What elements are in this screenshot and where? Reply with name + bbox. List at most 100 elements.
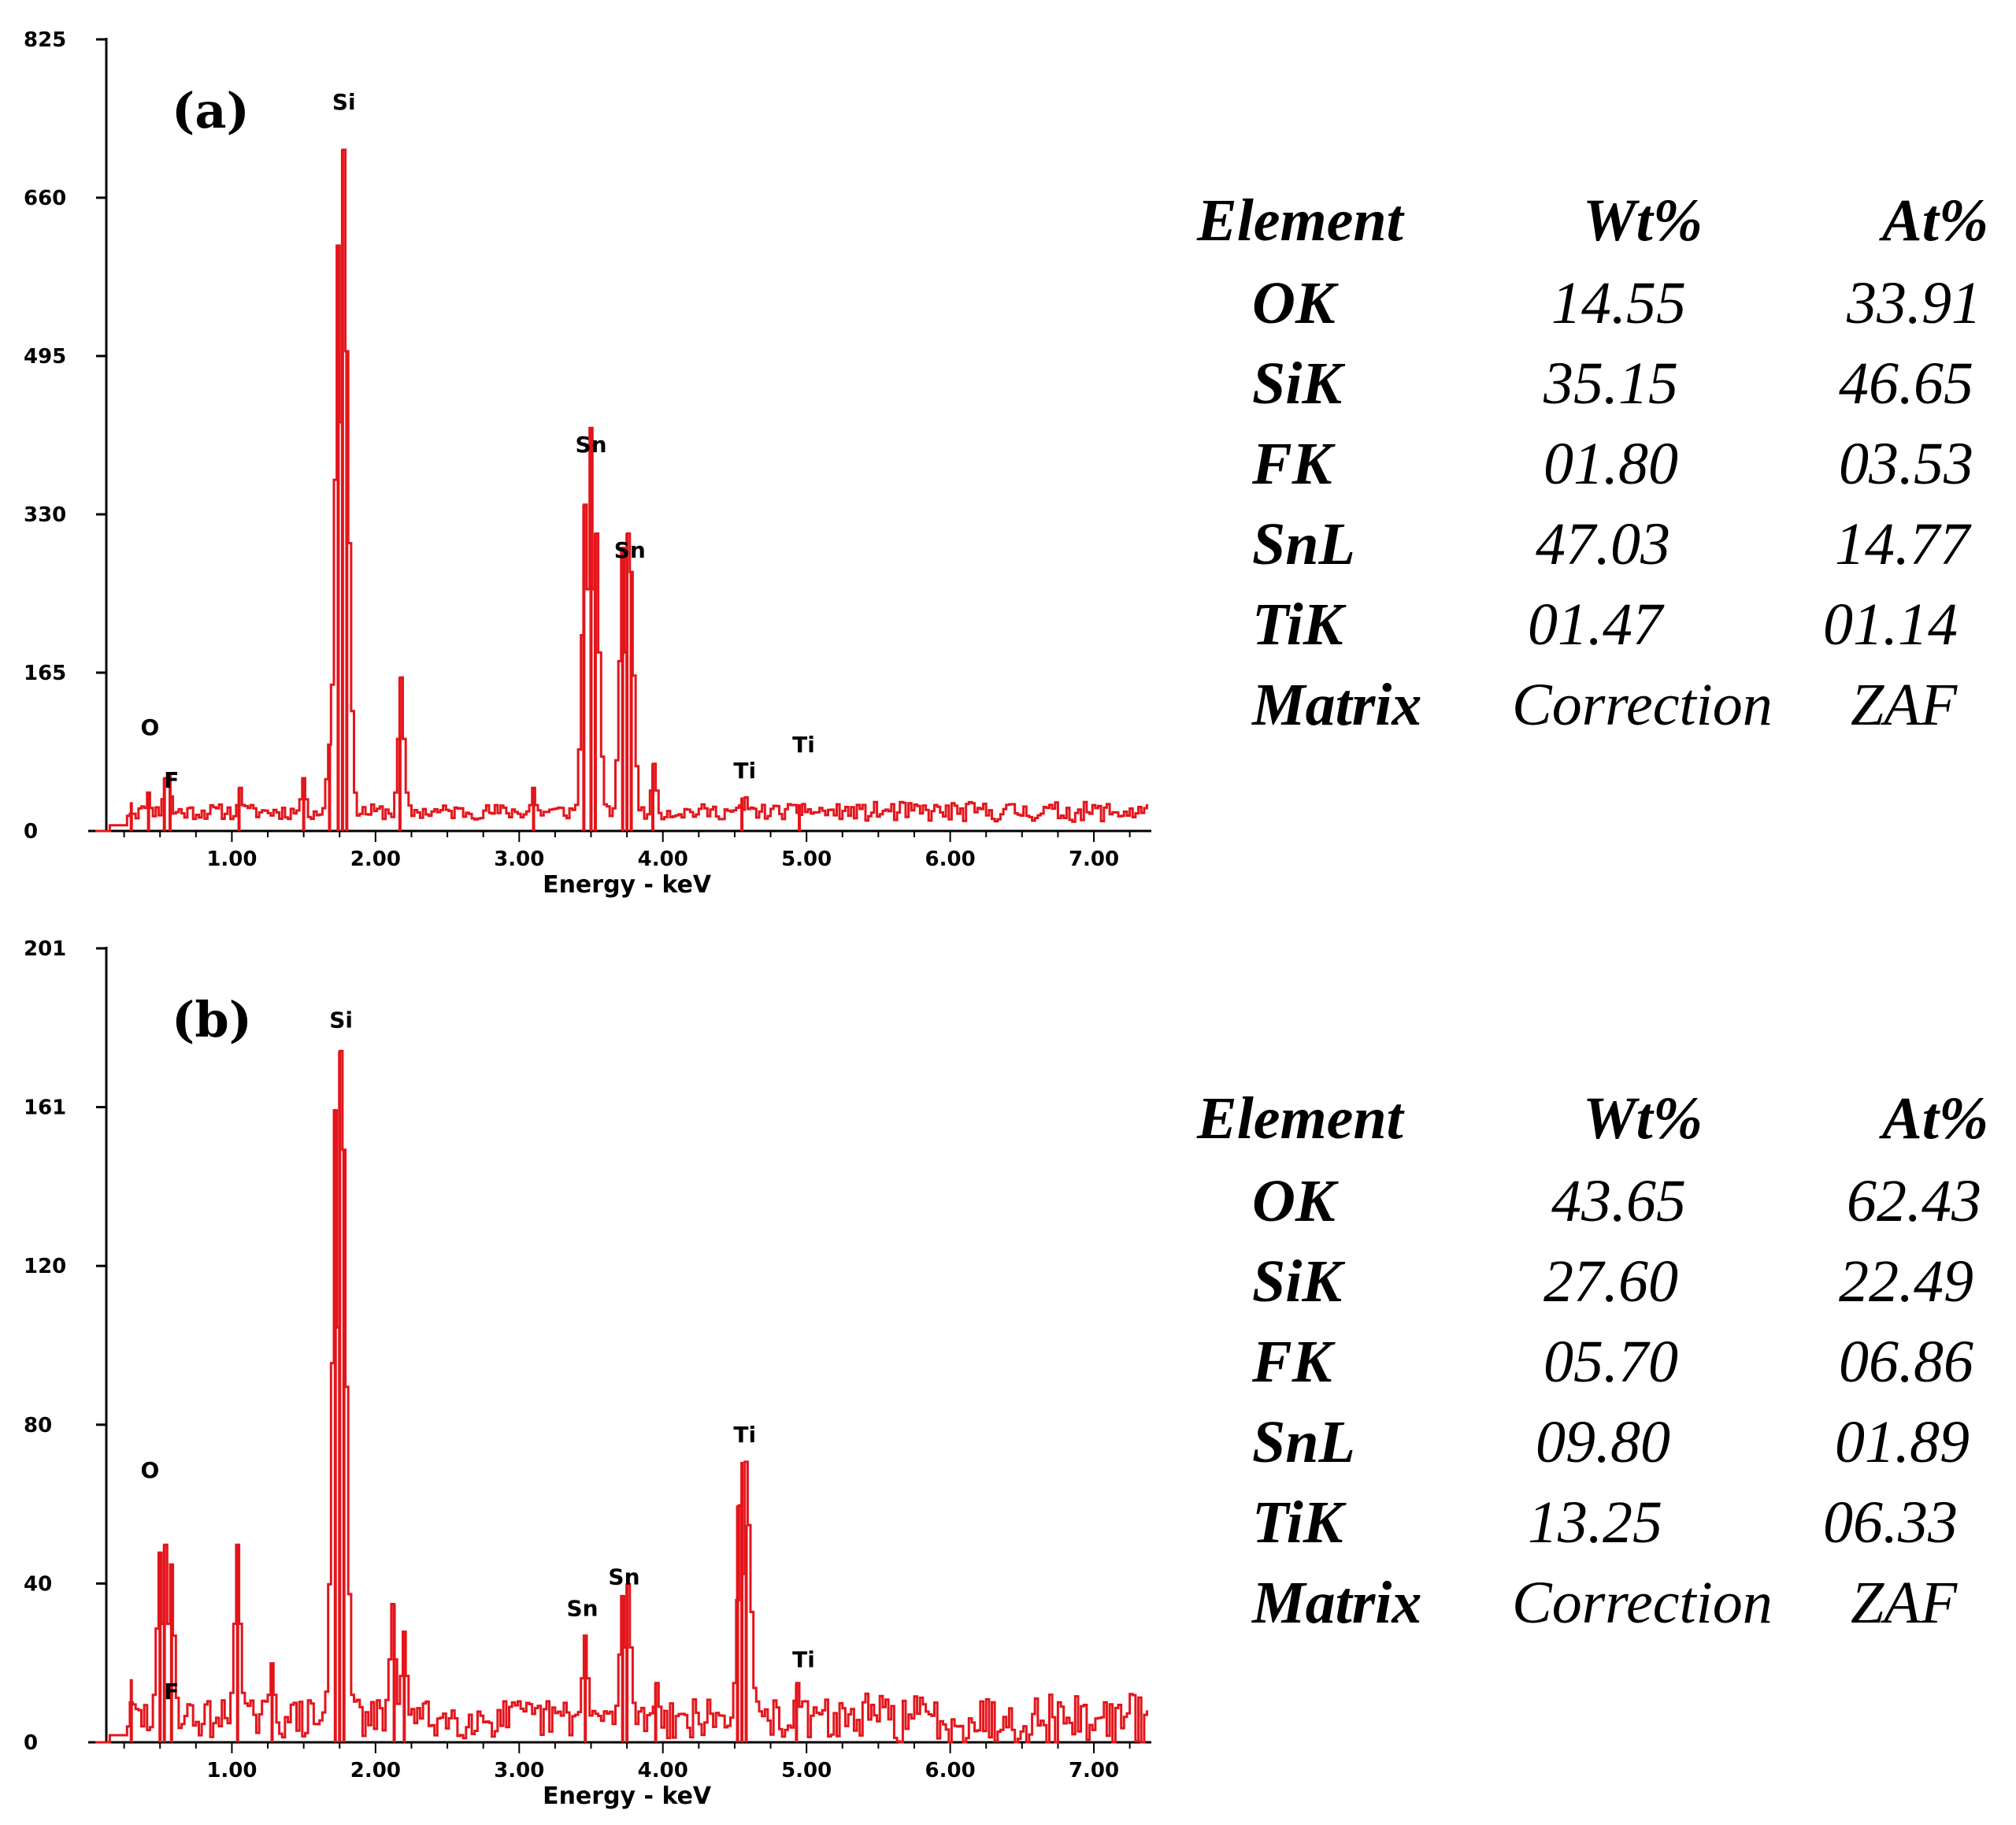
- spectrum-panel-a: 0 165 330 495 660 825 1.00 2.00 3.00 4.00 5.00 6.00…: [24, 28, 1151, 899]
- wt-cell: 27.60: [1544, 1248, 1678, 1315]
- x-tick-label: 2.00: [350, 848, 401, 871]
- table-header: Element Wt% At%: [1197, 1087, 2016, 1150]
- element-cell: FK: [1252, 1329, 1332, 1395]
- peak-label: Sn: [567, 1596, 598, 1622]
- peak-label: O: [141, 714, 160, 740]
- x-tick-label: 5.00: [781, 1759, 832, 1782]
- wt-cell: 14.55: [1551, 270, 1686, 336]
- y-tick-label: 0: [24, 820, 38, 844]
- element-cell: SiK: [1252, 351, 1343, 417]
- panel-label: (b): [172, 991, 252, 1048]
- wt-cell: 05.70: [1544, 1329, 1678, 1395]
- element-cell: OK: [1252, 270, 1336, 336]
- table-row: SiK 35.15 46.65: [1197, 352, 2016, 415]
- spectrum-panel-b: 0 40 80 120 161 201 1.00 2.00 3.00 4.00 5.00 6.00 7.…: [24, 937, 1151, 1810]
- at-cell: 06.86: [1839, 1329, 1973, 1395]
- x-tick-label: 7.00: [1069, 848, 1119, 871]
- composition-table-b: Element Wt% At% OK 43.65 62.43 SiK 27.60…: [1197, 1087, 2016, 1654]
- spectrum-line: [95, 1049, 1148, 1744]
- element-cell: FK: [1252, 431, 1332, 497]
- element-cell: SnL: [1252, 1409, 1355, 1475]
- table-row: OK 43.65 62.43: [1197, 1170, 2016, 1233]
- x-axis-title: Energy - keV: [543, 1782, 712, 1810]
- at-cell: 01.89: [1835, 1409, 1970, 1475]
- x-axis-title: Energy - keV: [543, 871, 712, 899]
- x-tick-label: 2.00: [350, 1759, 401, 1782]
- table-row: FK 05.70 06.86: [1197, 1330, 2016, 1393]
- header-at: At%: [1882, 1085, 1989, 1152]
- peak-label: Sn: [608, 1563, 639, 1589]
- at-cell: ZAF: [1851, 672, 1958, 738]
- y-tick-label: 120: [24, 1255, 66, 1278]
- element-cell: TiK: [1252, 592, 1343, 658]
- wt-cell: 13.25: [1528, 1489, 1662, 1556]
- element-cell: OK: [1252, 1168, 1336, 1234]
- header-wt: Wt%: [1583, 187, 1703, 254]
- y-tick-label: 330: [24, 503, 66, 527]
- y-tick-label: 825: [24, 28, 66, 52]
- y-tick-label: 80: [24, 1414, 52, 1437]
- wt-cell: 01.47: [1528, 592, 1662, 658]
- element-cell: SiK: [1252, 1248, 1343, 1315]
- peak-label: Ti: [733, 758, 756, 784]
- table-row: OK 14.55 33.91: [1197, 272, 2016, 335]
- element-cell: SnL: [1252, 511, 1355, 577]
- table-row: SnL 47.03 14.77: [1197, 513, 2016, 576]
- at-cell: 33.91: [1847, 270, 1981, 336]
- table-row: TiK 13.25 06.33: [1197, 1491, 2016, 1554]
- x-tick-label: 1.00: [206, 848, 257, 871]
- element-cell: Matrix: [1252, 672, 1422, 738]
- peak-label: Si: [332, 89, 356, 115]
- at-cell: 46.65: [1839, 351, 1973, 417]
- x-tick-label: 3.00: [494, 1759, 544, 1782]
- element-cell: TiK: [1252, 1489, 1343, 1556]
- y-tick-label: 201: [24, 937, 66, 961]
- header-element: Element: [1197, 187, 1403, 254]
- spectrum-line: [95, 148, 1148, 833]
- y-tick-label: 161: [24, 1096, 66, 1120]
- panel-label: (a): [172, 82, 250, 139]
- table-row: Matrix Correction ZAF: [1197, 1571, 2016, 1634]
- peak-label: F: [164, 1678, 179, 1704]
- x-tick-label: 3.00: [494, 848, 544, 871]
- wt-cell: 35.15: [1544, 351, 1678, 417]
- wt-cell: 43.65: [1551, 1168, 1686, 1234]
- x-tick-label: 4.00: [638, 848, 688, 871]
- y-tick-label: 40: [24, 1572, 52, 1596]
- header-element: Element: [1197, 1085, 1403, 1152]
- at-cell: 06.33: [1823, 1489, 1958, 1556]
- peak-label: Ti: [733, 1422, 756, 1448]
- x-tick-label: 6.00: [925, 848, 976, 871]
- wt-cell: 09.80: [1536, 1409, 1670, 1475]
- table-header: Element Wt% At%: [1197, 189, 2016, 252]
- y-tick-label: 165: [24, 662, 66, 685]
- at-cell: ZAF: [1851, 1570, 1958, 1636]
- y-tick-label: 0: [24, 1731, 38, 1755]
- table-row: FK 01.80 03.53: [1197, 432, 2016, 495]
- wt-cell: Correction: [1512, 672, 1773, 738]
- x-tick-label: 4.00: [638, 1759, 688, 1782]
- x-tick-label: 1.00: [206, 1759, 257, 1782]
- header-at: At%: [1882, 187, 1989, 254]
- table-row: TiK 01.47 01.14: [1197, 593, 2016, 656]
- at-cell: 03.53: [1839, 431, 1973, 497]
- y-tick-label: 660: [24, 187, 66, 210]
- wt-cell: 01.80: [1544, 431, 1678, 497]
- table-row: SnL 09.80 01.89: [1197, 1411, 2016, 1474]
- composition-table-a: Element Wt% At% OK 14.55 33.91 SiK 35.15…: [1197, 189, 2016, 756]
- x-tick-label: 7.00: [1069, 1759, 1119, 1782]
- at-cell: 14.77: [1835, 511, 1970, 577]
- at-cell: 22.49: [1839, 1248, 1973, 1315]
- x-tick-label: 5.00: [781, 848, 832, 871]
- wt-cell: Correction: [1512, 1570, 1773, 1636]
- at-cell: 01.14: [1823, 592, 1958, 658]
- at-cell: 62.43: [1847, 1168, 1981, 1234]
- peak-label: Ti: [792, 1647, 815, 1673]
- peak-label: O: [141, 1457, 160, 1483]
- wt-cell: 47.03: [1536, 511, 1670, 577]
- table-row: Matrix Correction ZAF: [1197, 673, 2016, 736]
- peak-label: Sn: [614, 537, 646, 563]
- header-wt: Wt%: [1583, 1085, 1703, 1152]
- peak-label: Ti: [792, 732, 815, 758]
